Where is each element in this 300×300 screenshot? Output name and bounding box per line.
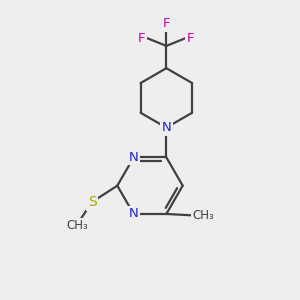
Text: N: N <box>129 208 139 220</box>
Text: F: F <box>138 32 146 45</box>
Text: N: N <box>129 151 139 164</box>
Text: S: S <box>88 195 96 209</box>
Text: N: N <box>161 121 171 134</box>
Text: CH₃: CH₃ <box>66 219 88 232</box>
Text: F: F <box>187 32 194 45</box>
Text: CH₃: CH₃ <box>193 209 214 222</box>
Text: F: F <box>163 17 170 30</box>
